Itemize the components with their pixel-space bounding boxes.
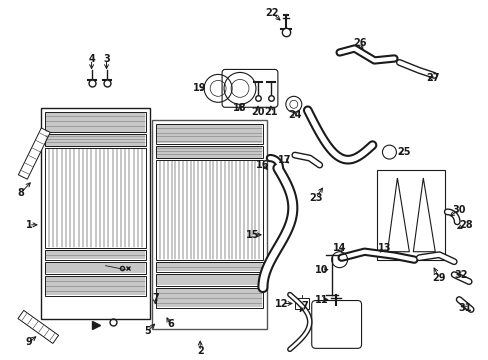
- Text: 25: 25: [397, 147, 410, 157]
- Text: 30: 30: [451, 205, 465, 215]
- Text: 8: 8: [18, 188, 24, 198]
- Bar: [45, 276, 146, 296]
- Text: 14: 14: [332, 243, 346, 253]
- Text: 5: 5: [143, 327, 150, 336]
- Bar: [45, 250, 146, 260]
- Bar: [156, 124, 263, 144]
- FancyBboxPatch shape: [311, 301, 361, 348]
- Text: 28: 28: [458, 220, 472, 230]
- Text: 20: 20: [251, 107, 264, 117]
- Bar: [156, 262, 263, 272]
- Text: 7: 7: [301, 301, 307, 311]
- Bar: [45, 134, 146, 146]
- Polygon shape: [18, 310, 59, 343]
- Text: 2: 2: [196, 346, 203, 356]
- Bar: [45, 262, 146, 274]
- Polygon shape: [19, 128, 50, 179]
- Text: 15: 15: [246, 230, 259, 240]
- Text: 21: 21: [264, 107, 277, 117]
- Bar: [294, 298, 308, 310]
- FancyBboxPatch shape: [222, 69, 277, 107]
- Text: 19: 19: [193, 84, 206, 93]
- Text: 9: 9: [25, 337, 32, 347]
- Text: 24: 24: [287, 110, 301, 120]
- Bar: [156, 288, 263, 307]
- Bar: [152, 120, 266, 329]
- Text: 7: 7: [152, 293, 159, 302]
- Bar: [41, 108, 150, 319]
- Text: 27: 27: [426, 73, 439, 84]
- Text: 10: 10: [314, 265, 328, 275]
- Text: 13: 13: [377, 243, 390, 253]
- Text: 32: 32: [453, 270, 467, 280]
- Text: 16: 16: [256, 160, 269, 170]
- Text: 26: 26: [352, 37, 366, 48]
- Bar: [45, 112, 146, 132]
- Text: 6: 6: [166, 319, 173, 329]
- Bar: [156, 274, 263, 285]
- Text: 11: 11: [314, 294, 328, 305]
- Bar: [377, 170, 444, 260]
- Bar: [156, 160, 263, 260]
- Text: 18: 18: [233, 103, 246, 113]
- Text: 1: 1: [25, 220, 32, 230]
- Text: 4: 4: [88, 54, 95, 64]
- Text: 23: 23: [308, 193, 322, 203]
- Text: 12: 12: [275, 298, 288, 309]
- Text: 3: 3: [103, 54, 110, 64]
- Bar: [45, 148, 146, 248]
- Text: 29: 29: [431, 273, 445, 283]
- Bar: [156, 146, 263, 158]
- Text: 17: 17: [278, 155, 291, 165]
- Text: 22: 22: [264, 8, 278, 18]
- Text: 31: 31: [457, 302, 471, 312]
